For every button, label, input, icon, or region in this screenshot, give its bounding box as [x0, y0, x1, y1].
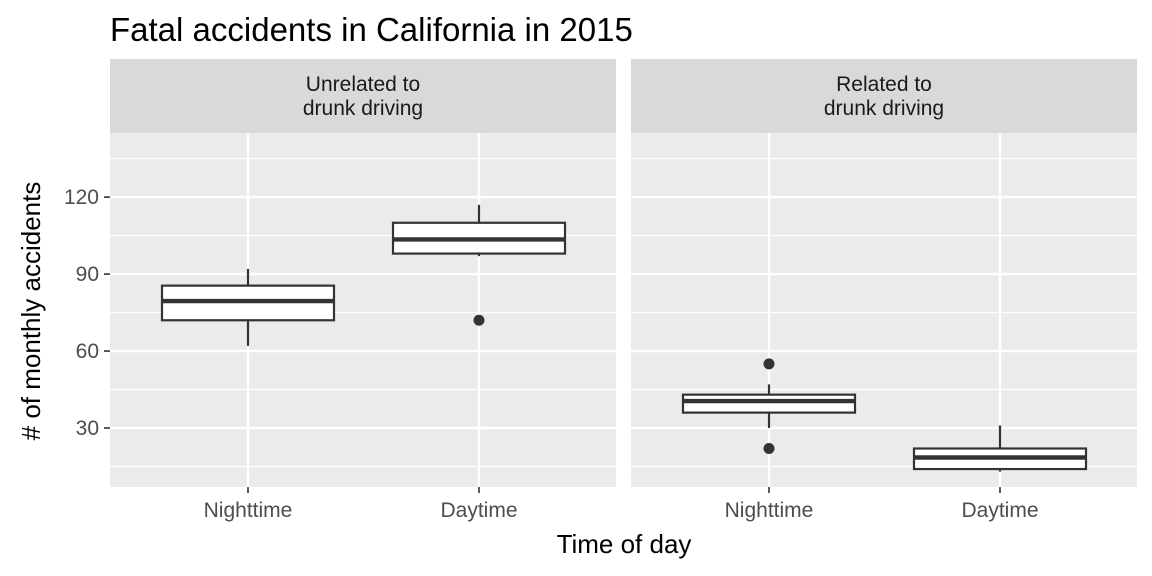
y-axis: 30 60 90 120: [64, 186, 110, 440]
x-tick-label: Daytime: [961, 499, 1038, 522]
facet-strip-label: Unrelated to: [306, 73, 420, 96]
box-nighttime: [681, 358, 857, 455]
box-body: [681, 393, 857, 414]
x-tick-label: Nighttime: [204, 499, 293, 522]
x-axis-title: Time of day: [557, 529, 692, 559]
y-tick-label: 60: [76, 340, 99, 363]
facet-strip: [110, 59, 616, 133]
y-axis-title: # of monthly accidents: [16, 182, 46, 441]
y-tick-label: 30: [76, 417, 99, 440]
box-daytime: [912, 425, 1088, 472]
facet-strip: [631, 59, 1137, 133]
outlier-point: [763, 358, 775, 370]
panel-background: [631, 133, 1137, 487]
y-tick-label: 90: [76, 263, 99, 286]
facet-strip-label: drunk driving: [303, 97, 423, 120]
box-daytime: [391, 204, 567, 326]
chart-title: Fatal accidents in California in 2015: [110, 11, 633, 48]
x-tick-label: Nighttime: [725, 499, 814, 522]
box-nighttime: [160, 268, 336, 346]
facet-strip-label: Related to: [836, 73, 932, 96]
outlier-point: [763, 443, 775, 455]
y-tick-label: 120: [64, 186, 99, 209]
facet-strip-label: drunk driving: [824, 97, 944, 120]
outlier-point: [473, 314, 485, 326]
x-tick-label: Daytime: [440, 499, 517, 522]
